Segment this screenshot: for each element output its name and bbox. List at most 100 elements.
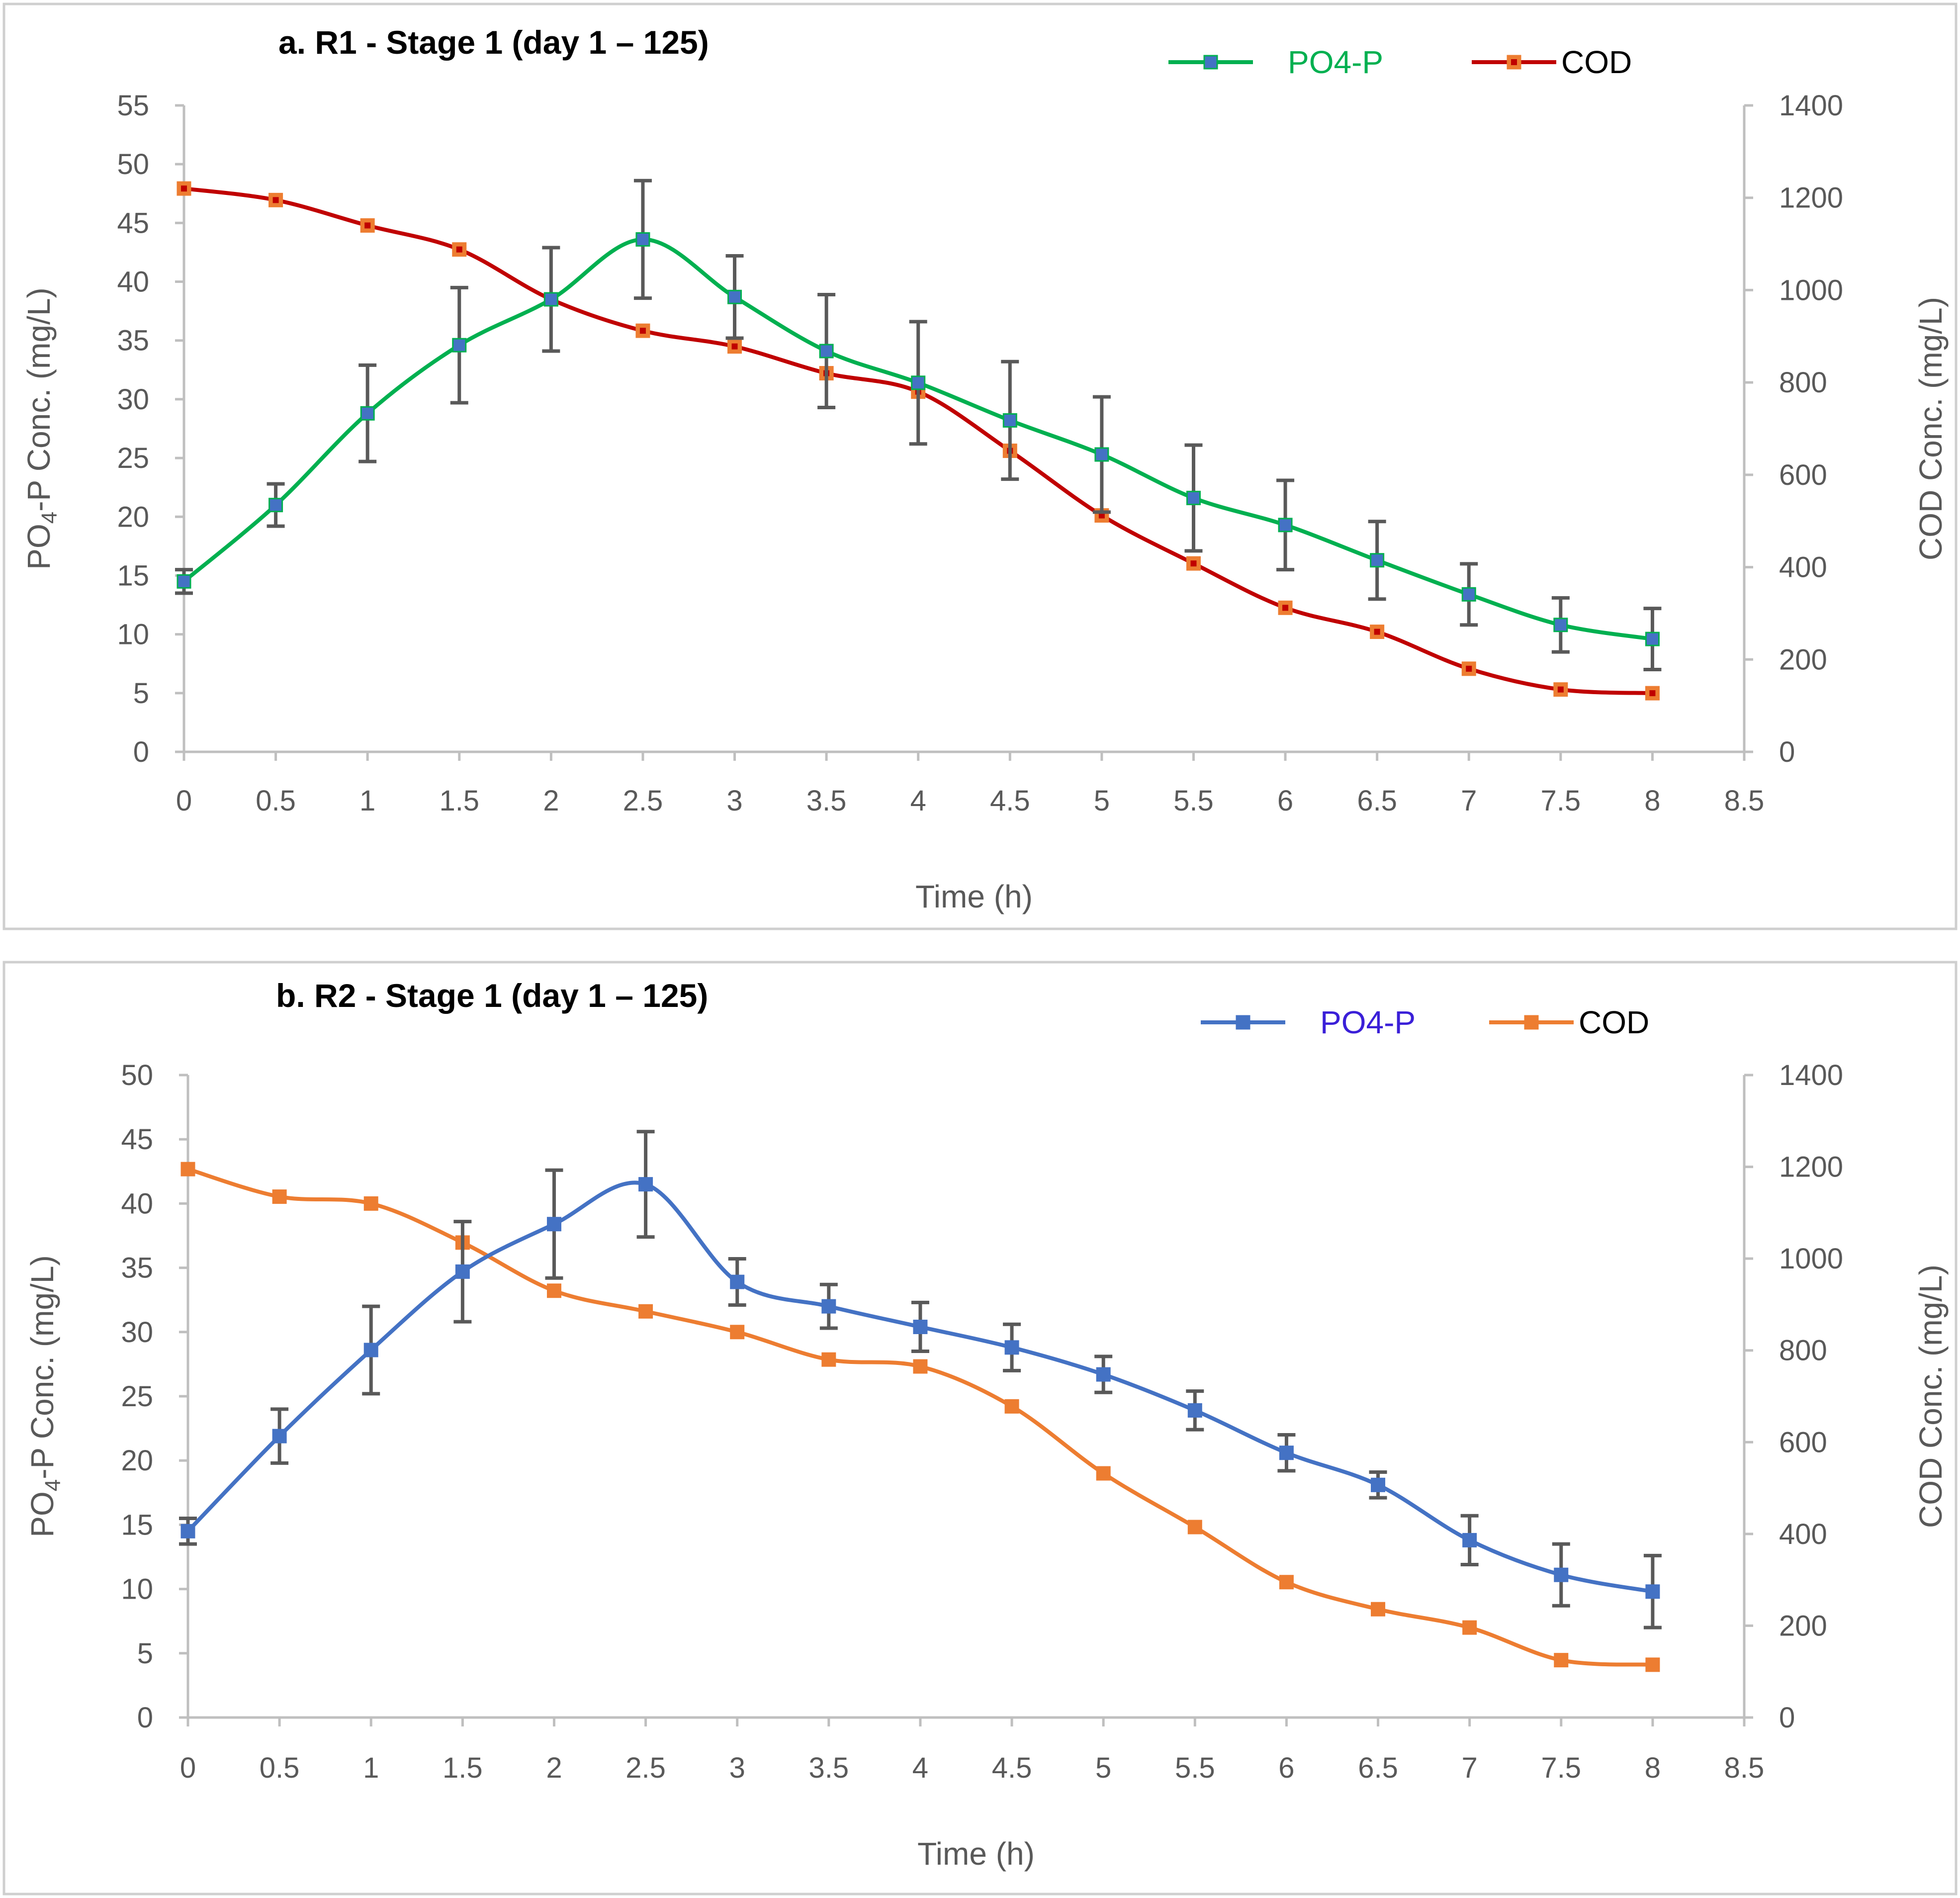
y-tick-label: 5 bbox=[133, 677, 149, 710]
x-tick-label: 1 bbox=[363, 1752, 379, 1784]
chart-panel-a: a. R1 - Stage 1 (day 1 – 125) 0 0.5 1 1.5 2 2.… bbox=[2, 2, 1958, 930]
legend-swatch-marker bbox=[1203, 55, 1218, 70]
y-tick-label: 40 bbox=[117, 266, 149, 298]
x-tick-label: 0.5 bbox=[256, 785, 296, 817]
y-tick-label: 25 bbox=[121, 1380, 153, 1413]
data-point bbox=[1278, 518, 1293, 533]
x-tick-label: 2 bbox=[543, 785, 559, 817]
y-tick-label: 50 bbox=[117, 148, 149, 181]
data-point bbox=[455, 1264, 470, 1279]
x-tick-label: 6 bbox=[1278, 1752, 1294, 1784]
y2-axis-title: COD Conc. (mg/L) bbox=[1913, 297, 1949, 560]
data-point bbox=[1187, 1403, 1202, 1418]
data-point bbox=[638, 1177, 653, 1192]
x-tick-label: 2.5 bbox=[625, 1752, 666, 1784]
y-axis-title: PO4-P Conc. (mg/L) bbox=[24, 1255, 65, 1537]
y2-tick-label: 400 bbox=[1779, 1518, 1827, 1550]
data-point bbox=[1278, 600, 1293, 615]
chart-title: b. R2 - Stage 1 (day 1 – 125) bbox=[276, 977, 708, 1014]
y-tick-label: 40 bbox=[121, 1187, 153, 1220]
legend-label: PO4-P bbox=[1320, 1004, 1416, 1040]
data-point bbox=[727, 289, 742, 304]
x-tick-label: 8 bbox=[1645, 1752, 1661, 1784]
data-point-center bbox=[1557, 686, 1564, 693]
series-po4p bbox=[179, 1130, 1662, 1629]
x-tick-label: 0.5 bbox=[260, 1752, 300, 1784]
data-point bbox=[1279, 1575, 1294, 1590]
data-point bbox=[1462, 1533, 1477, 1547]
data-point bbox=[1004, 1399, 1019, 1414]
x-axis-title: Time (h) bbox=[915, 879, 1033, 914]
data-point-center bbox=[364, 222, 371, 229]
data-point bbox=[1645, 1657, 1660, 1672]
data-point bbox=[1094, 447, 1109, 462]
series-line bbox=[182, 237, 1653, 641]
x-tick-label: 3 bbox=[726, 785, 742, 817]
data-point bbox=[821, 1299, 836, 1314]
y-axis-title: PO4-P Conc. (mg/L) bbox=[21, 287, 62, 569]
x-tick-label: 5.5 bbox=[1173, 785, 1214, 817]
data-point bbox=[546, 1217, 561, 1232]
x-tick-label: 7 bbox=[1462, 1752, 1478, 1784]
y-tick-label: 5 bbox=[137, 1637, 153, 1670]
data-point bbox=[1096, 1367, 1111, 1382]
data-point bbox=[1461, 587, 1476, 602]
x-tick-label: 5 bbox=[1094, 785, 1110, 817]
data-point bbox=[1279, 1446, 1294, 1460]
legend: PO4-P COD bbox=[1168, 44, 1632, 80]
legend-swatch-marker bbox=[1236, 1015, 1250, 1030]
series-line bbox=[186, 1180, 1653, 1594]
y2-tick-label: 200 bbox=[1779, 1610, 1827, 1642]
data-point bbox=[1645, 1584, 1660, 1599]
x-tick-label: 3 bbox=[729, 1752, 745, 1784]
y2-tick-label: 800 bbox=[1779, 1335, 1827, 1367]
y-tick-label: 0 bbox=[137, 1702, 153, 1734]
data-point bbox=[913, 1319, 928, 1334]
y2-tick-label: 800 bbox=[1779, 366, 1827, 399]
x-tick-label: 0 bbox=[176, 785, 192, 817]
legend-swatch-center bbox=[1511, 59, 1517, 65]
y-tick-label: 10 bbox=[121, 1573, 153, 1606]
data-point bbox=[452, 338, 467, 353]
y-tick-label: 15 bbox=[117, 559, 149, 592]
legend: PO4-P COD bbox=[1201, 1004, 1649, 1040]
x-tick-label: 7.5 bbox=[1541, 785, 1581, 817]
data-point bbox=[1187, 1520, 1202, 1535]
y2-axis-title: COD Conc. (mg/L) bbox=[1913, 1265, 1949, 1528]
legend-label: COD bbox=[1579, 1004, 1649, 1040]
data-point-center bbox=[731, 343, 738, 350]
data-point bbox=[635, 232, 650, 247]
y-tick-label: 20 bbox=[121, 1445, 153, 1477]
y-tick-label: 0 bbox=[133, 736, 149, 768]
data-point-center bbox=[1098, 512, 1105, 519]
x-tick-label: 1 bbox=[359, 785, 375, 817]
x-tick-label: 6 bbox=[1277, 785, 1293, 817]
x-tick-label: 2.5 bbox=[623, 785, 663, 817]
y-tick-label: 30 bbox=[121, 1316, 153, 1349]
data-point bbox=[730, 1325, 745, 1340]
chart-title: a. R1 - Stage 1 (day 1 – 125) bbox=[278, 24, 709, 61]
x-tick-label: 6.5 bbox=[1358, 1752, 1398, 1784]
x-tick-label: 4 bbox=[912, 1752, 928, 1784]
x-tick-label: 0 bbox=[180, 1752, 196, 1784]
data-point bbox=[730, 1274, 745, 1289]
legend-label: COD bbox=[1561, 44, 1632, 80]
data-point bbox=[180, 1162, 195, 1176]
data-point bbox=[363, 1196, 378, 1211]
data-point bbox=[1554, 1567, 1569, 1582]
y-tick-label: 50 bbox=[121, 1059, 153, 1091]
data-point-center bbox=[181, 185, 187, 192]
x-tick-label: 6.5 bbox=[1357, 785, 1397, 817]
x-tick-label: 3.5 bbox=[809, 1752, 849, 1784]
panel-frame bbox=[2, 2, 1958, 930]
data-point bbox=[1462, 1620, 1477, 1635]
data-point bbox=[638, 1304, 653, 1319]
x-tick-label: 1.5 bbox=[439, 785, 479, 817]
x-tick-label: 5 bbox=[1095, 1752, 1111, 1784]
series-line bbox=[183, 186, 1653, 696]
data-point bbox=[1186, 490, 1201, 505]
data-point bbox=[272, 1429, 287, 1444]
series-cod bbox=[180, 1162, 1660, 1672]
y-tick-label: 55 bbox=[117, 90, 149, 122]
panel-frame bbox=[2, 961, 1958, 1896]
